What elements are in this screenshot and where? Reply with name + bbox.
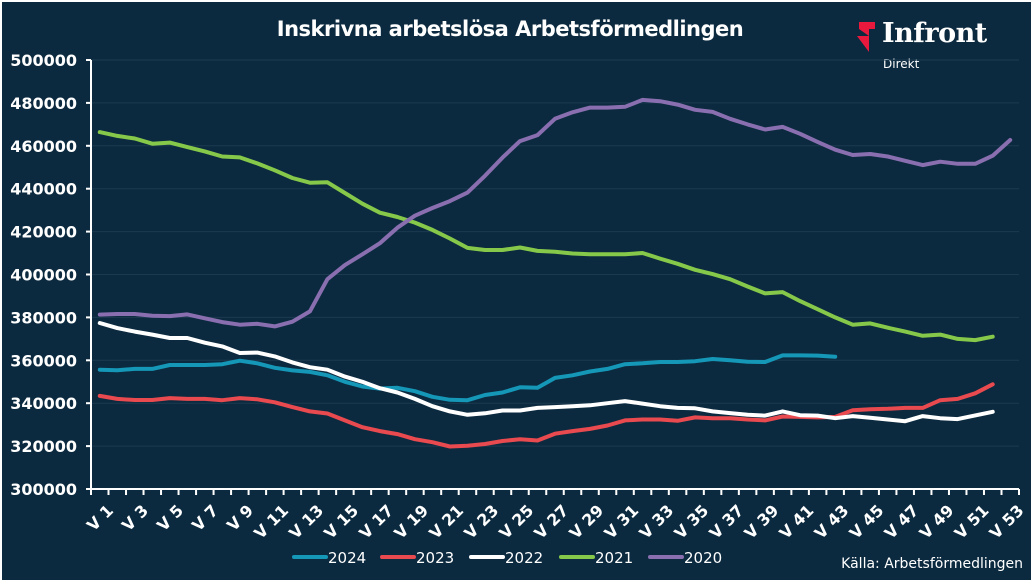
x-tick-label: V 1: [83, 501, 117, 535]
y-tick-label: 400000: [10, 266, 77, 285]
x-tick-label: V 39: [741, 501, 783, 543]
y-tick-label: 420000: [10, 223, 77, 242]
y-tick-label: 380000: [10, 308, 77, 327]
y-tick-label: 320000: [10, 437, 77, 456]
x-tick-label: V 25: [495, 501, 537, 543]
legend-label-2022: 2022: [505, 549, 543, 567]
x-tick-label: V 47: [881, 501, 923, 543]
legend-label-2023: 2023: [416, 549, 454, 567]
x-tick-label: V 21: [425, 501, 467, 543]
y-tick-label: 360000: [10, 351, 77, 370]
series-line-2022: [97, 321, 995, 424]
x-tick-label: V 33: [635, 501, 677, 543]
x-tick-label: V 15: [320, 501, 362, 543]
y-axis: 300000 320000 340000 360000 380000 400000 4200…: [10, 51, 92, 499]
legend-label-2024: 2024: [328, 549, 366, 567]
series-line-2024: [97, 353, 838, 403]
x-tick-label: V 3: [118, 501, 152, 535]
x-tick-label: V 51: [951, 501, 993, 543]
infront-logo: Infront Direkt: [855, 18, 1025, 74]
x-tick-label: V 49: [916, 501, 958, 543]
logo-shape-top: [859, 22, 875, 36]
x-tick-label: V 5: [153, 501, 187, 535]
x-tick-label: V 53: [986, 501, 1028, 543]
y-tick-label: 300000: [10, 480, 77, 499]
x-tick-label: V 27: [530, 501, 572, 543]
x-tick-label: V 23: [460, 501, 502, 543]
x-tick-label: V 29: [565, 501, 607, 543]
legend-label-2020: 2020: [684, 549, 722, 567]
x-tick-label: V 43: [811, 501, 853, 543]
y-tick-label: 460000: [10, 137, 77, 156]
series-line-2021: [97, 130, 995, 343]
x-tick-label: V 13: [285, 501, 327, 543]
logo-shape-bottom: [857, 36, 869, 52]
gridlines: [91, 59, 1019, 447]
y-tick-label: 500000: [10, 51, 77, 70]
y-tick-label: 480000: [10, 94, 77, 113]
legend-label-2021: 2021: [595, 549, 633, 567]
chart-title: Inskrivna arbetslösa Arbetsförmedlingen: [276, 17, 744, 41]
infront-logo-icon: [857, 22, 875, 52]
y-tick-label: 440000: [10, 180, 77, 199]
x-tick-label: V 17: [355, 501, 397, 543]
legend: 2024 2023 2022 2021 2020: [292, 549, 722, 567]
x-tick-label: V 37: [706, 501, 748, 543]
source-note: Källa: Arbetsförmedlingen: [841, 556, 1023, 572]
series-line-2023: [97, 382, 995, 449]
x-tick-label: V 7: [188, 501, 222, 535]
x-tick-label: V 11: [250, 501, 292, 543]
series-lines: [97, 97, 1013, 449]
x-tick-label: V 35: [671, 501, 713, 543]
x-tick-label: V 31: [600, 501, 642, 543]
y-tick-label: 340000: [10, 394, 77, 413]
x-tick-label: V 41: [776, 501, 818, 543]
series-line-2020: [97, 97, 1013, 329]
x-tick-label: V 45: [846, 501, 888, 543]
x-tick-label: V 19: [390, 501, 432, 543]
logo-brand: Infront: [882, 18, 987, 49]
